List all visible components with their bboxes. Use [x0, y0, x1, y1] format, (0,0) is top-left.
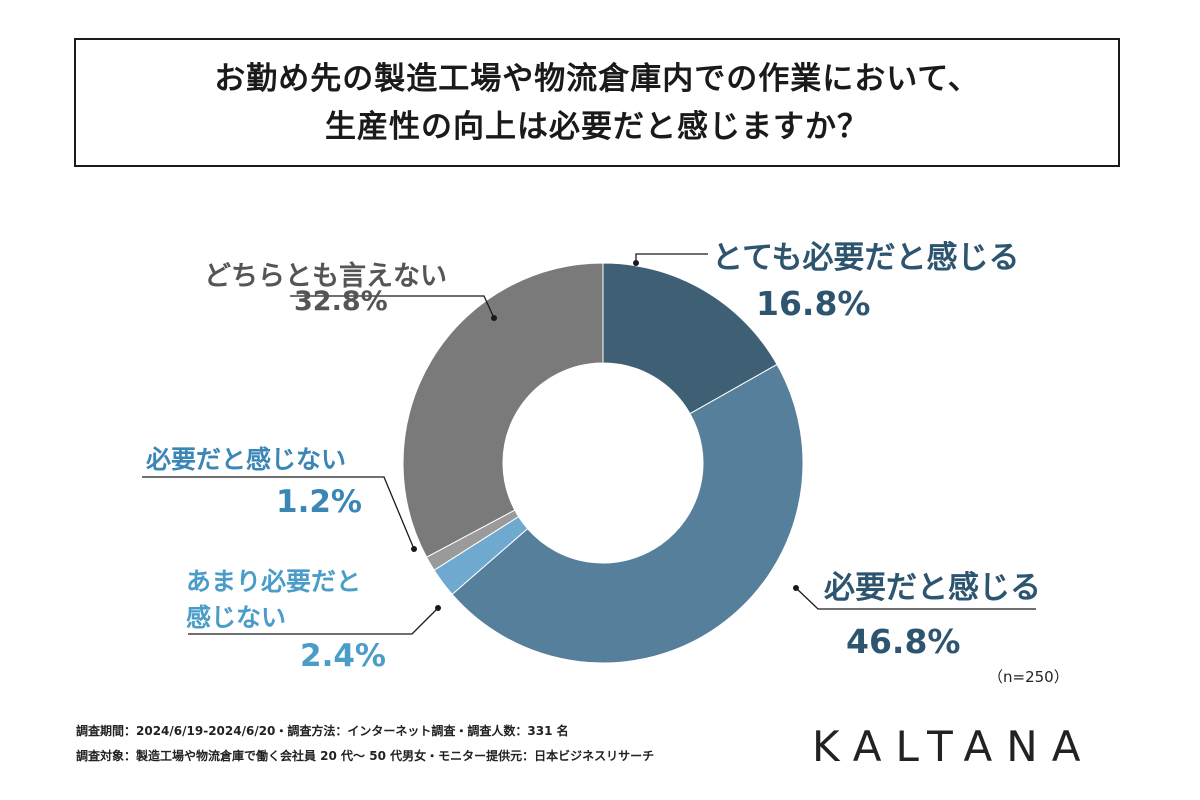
pct-not-necessary: 1.2%: [276, 484, 362, 520]
leader-dot-necessary: [793, 585, 799, 591]
leader-dot-very-necessary: [633, 260, 639, 266]
leader-line-not-very-necessary: [188, 607, 439, 635]
leader-line-not-necessary: [142, 476, 415, 550]
leader-dot-neutral: [491, 315, 497, 321]
leader-line-neutral: [290, 295, 495, 319]
brand-logo: KALTANA: [812, 722, 1095, 771]
pct-not-very-necessary: 2.4%: [300, 638, 386, 674]
label-not-necessary: 必要だと感じない: [146, 445, 347, 474]
pct-necessary: 46.8%: [846, 622, 961, 661]
leader-line-necessary: [795, 587, 1036, 610]
label-not-very-necessary-line2: 感じない: [186, 603, 287, 632]
label-very-necessary: とても必要だと感じる: [712, 240, 1020, 276]
chart-title-line1: お勤め先の製造工場や物流倉庫内での作業において、: [214, 60, 980, 97]
chart-title: お勤め先の製造工場や物流倉庫内での作業において、 生産性の向上は必要だと感じます…: [74, 38, 1120, 167]
label-neutral: どちらとも言えない: [204, 261, 447, 292]
footer-survey-target: 調査対象：製造工場や物流倉庫で働く会社員 20 代〜 50 代男女・モニター提供…: [76, 749, 655, 763]
slice-very-necessary: [602, 262, 778, 415]
leader-dot-not-very-necessary: [435, 605, 441, 611]
slice-necessary: [451, 363, 804, 664]
slice-neutral: [402, 262, 604, 558]
footer-survey-period: 調査期間：2024/6/19-2024/6/20・調査方法：インターネット調査・…: [76, 724, 569, 738]
leader-line-very-necessary: [635, 253, 708, 263]
pct-very-necessary: 16.8%: [756, 284, 871, 323]
label-necessary: 必要だと感じる: [824, 570, 1041, 606]
leader-dot-not-necessary: [411, 546, 417, 552]
sample-size-note: （n=250）: [988, 668, 1069, 686]
chart-title-line2: 生産性の向上は必要だと感じますか？: [325, 108, 869, 145]
pct-neutral: 32.8%: [294, 286, 388, 317]
label-not-very-necessary-line1: あまり必要だと: [186, 567, 362, 596]
